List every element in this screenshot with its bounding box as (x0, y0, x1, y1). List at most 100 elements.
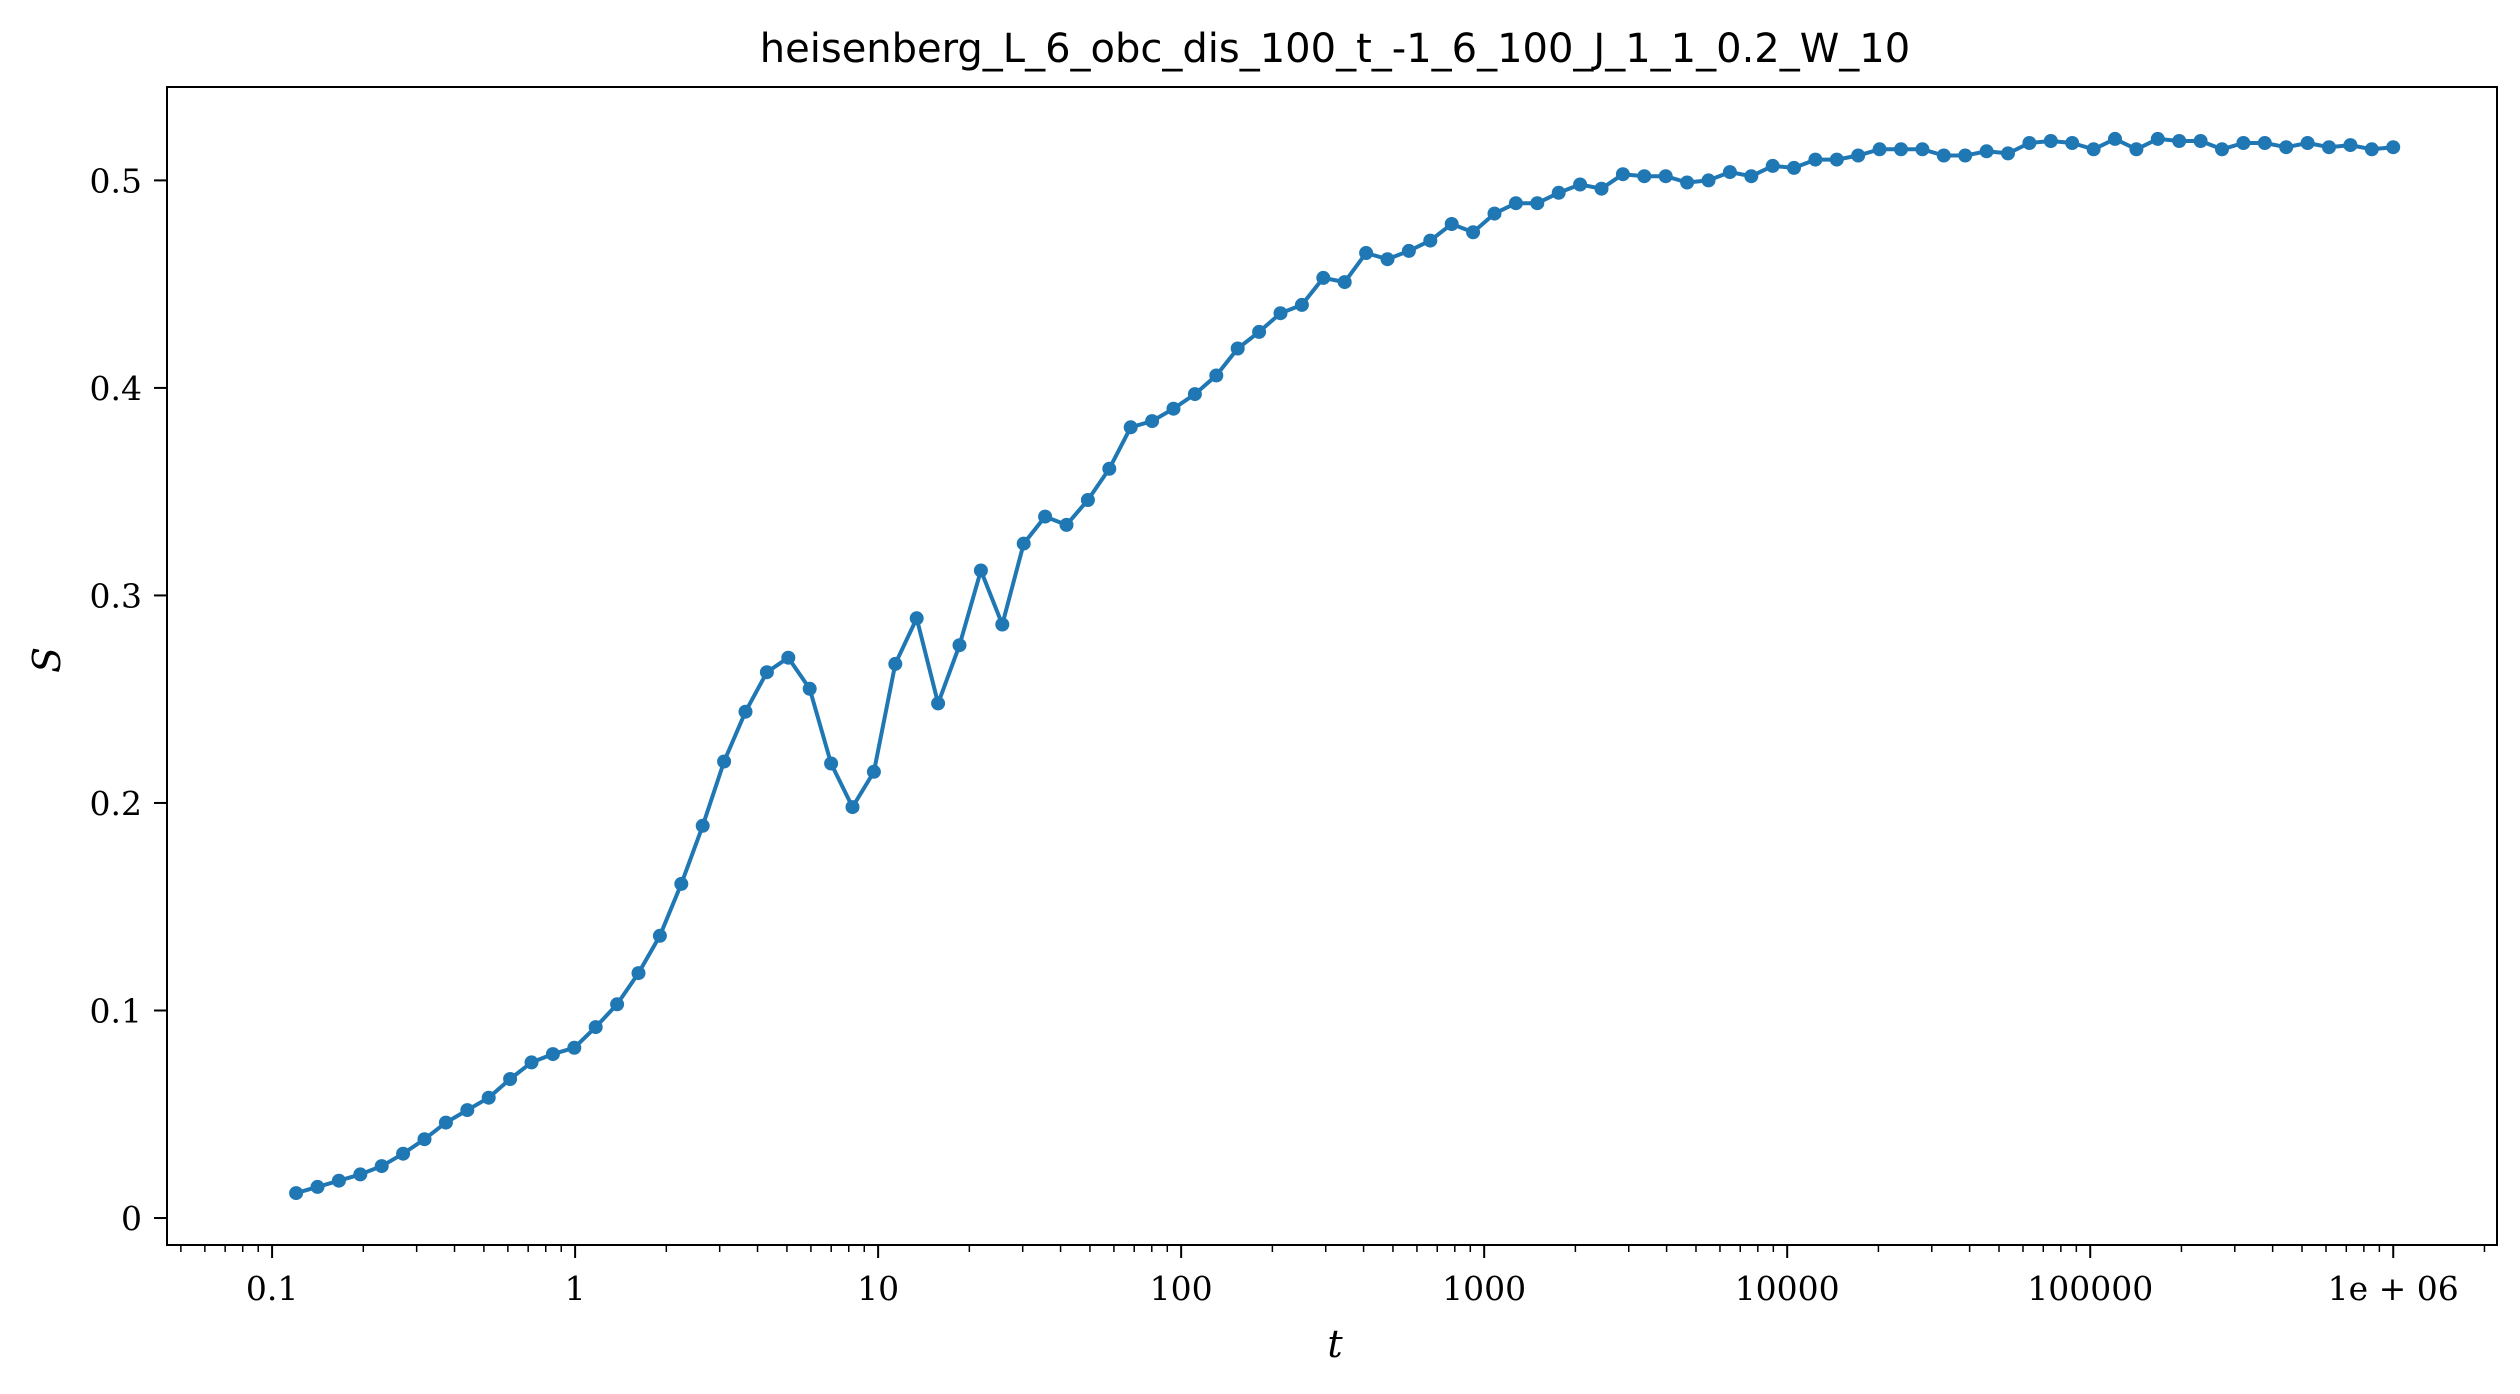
data-point (2043, 134, 2058, 148)
data-point (2257, 136, 2272, 150)
data-point (1680, 175, 1695, 190)
data-point (2236, 136, 2251, 150)
data-point (931, 696, 946, 711)
data-point (1145, 414, 1160, 429)
data-point (738, 704, 753, 719)
data-point (1594, 181, 1609, 196)
data-point (1337, 275, 1352, 290)
data-point (1508, 196, 1523, 211)
data-point (1701, 173, 1716, 188)
data-point (824, 756, 839, 771)
x-tick-label: 100000 (2027, 1269, 2153, 1308)
data-point (952, 638, 967, 653)
data-point (1401, 243, 1416, 258)
data-point (1423, 233, 1438, 248)
data-point (1915, 142, 1930, 157)
data-point (909, 611, 924, 626)
y-tick-label: 0.2 (90, 784, 142, 823)
data-point (2193, 134, 2208, 148)
data-point (1359, 246, 1374, 260)
data-point (631, 966, 646, 981)
data-point (1123, 420, 1138, 435)
data-point (802, 681, 817, 696)
y-tick-label: 0.5 (90, 161, 142, 200)
data-point (524, 1055, 539, 1070)
data-point (1808, 152, 1823, 167)
x-tick-label: 10000 (1735, 1269, 1840, 1308)
data-point (717, 754, 732, 769)
data-point (331, 1173, 346, 1188)
data-point (1551, 185, 1566, 200)
data-point (2150, 131, 2165, 146)
data-point (1722, 165, 1737, 180)
data-point (1958, 148, 1973, 163)
x-tick-label: 100 (1150, 1269, 1213, 1308)
data-point (2215, 142, 2229, 157)
data-point (674, 876, 689, 891)
data-point (2172, 134, 2187, 148)
y-tick-label: 0.3 (90, 576, 142, 615)
data-point (503, 1072, 518, 1086)
series-line (295, 136, 2394, 1196)
data-point (2386, 140, 2401, 155)
data-point (1787, 160, 1801, 175)
data-point (1230, 341, 1245, 356)
data-point (2279, 140, 2294, 155)
plot-area: 0.1 1 10 100 1000 10000 100000 1e + 06 0 0.1 0.2 0.… (90, 86, 2498, 1308)
data-point (1294, 297, 1309, 312)
x-tick-label: 1000 (1442, 1269, 1526, 1308)
data-point (1936, 148, 1951, 163)
data-point (2129, 142, 2144, 157)
y-tick-label: 0.1 (90, 991, 142, 1030)
data-point (1765, 158, 1780, 173)
data-point (2065, 136, 2080, 150)
data-point (1187, 387, 1202, 402)
data-point (2022, 136, 2037, 150)
y-axis-label: S (25, 647, 69, 673)
chart-title: heisenberg_L_6_obc_dis_100_t_-1_6_100_J_… (760, 26, 1910, 72)
data-point (1829, 152, 1844, 167)
x-tick-label: 10 (857, 1269, 899, 1308)
y-tick-label: 0.4 (90, 369, 142, 408)
data-point (1380, 252, 1395, 267)
data-point (1658, 169, 1673, 184)
data-point (1487, 206, 1502, 221)
data-point (781, 650, 796, 665)
data-point (2086, 142, 2101, 157)
data-point (845, 800, 860, 815)
data-point (1316, 270, 1331, 285)
data-point (1252, 324, 1267, 339)
data-point (652, 928, 667, 943)
data-point (1637, 169, 1652, 184)
data-point (2322, 140, 2336, 155)
data-point (396, 1146, 411, 1161)
x-axis-label: t (1327, 1322, 1343, 1366)
data-point (374, 1159, 389, 1174)
data-point (1979, 144, 1994, 159)
data-point (1080, 493, 1095, 507)
data-point (866, 764, 881, 779)
data-point (567, 1040, 582, 1055)
data-point (1530, 196, 1545, 211)
data-point (1444, 217, 1459, 231)
data-point (2300, 136, 2315, 150)
data-point (995, 617, 1010, 632)
data-point (1615, 167, 1630, 182)
data-point (1016, 536, 1031, 551)
data-point (460, 1103, 475, 1118)
data-point (1466, 225, 1481, 240)
data-point (1573, 177, 1588, 192)
data-point (759, 665, 774, 680)
plot-frame (166, 86, 2498, 1246)
x-tick-label: 0.1 (246, 1269, 298, 1308)
data-point (1102, 461, 1117, 476)
data-point (1166, 401, 1181, 416)
data-point (2343, 138, 2358, 153)
data-point (2108, 131, 2122, 146)
data-point (545, 1047, 560, 1062)
data-point (1209, 368, 1224, 383)
data-point (289, 1186, 304, 1201)
data-point (610, 997, 625, 1012)
data-point (481, 1090, 496, 1105)
data-point (2001, 146, 2015, 161)
